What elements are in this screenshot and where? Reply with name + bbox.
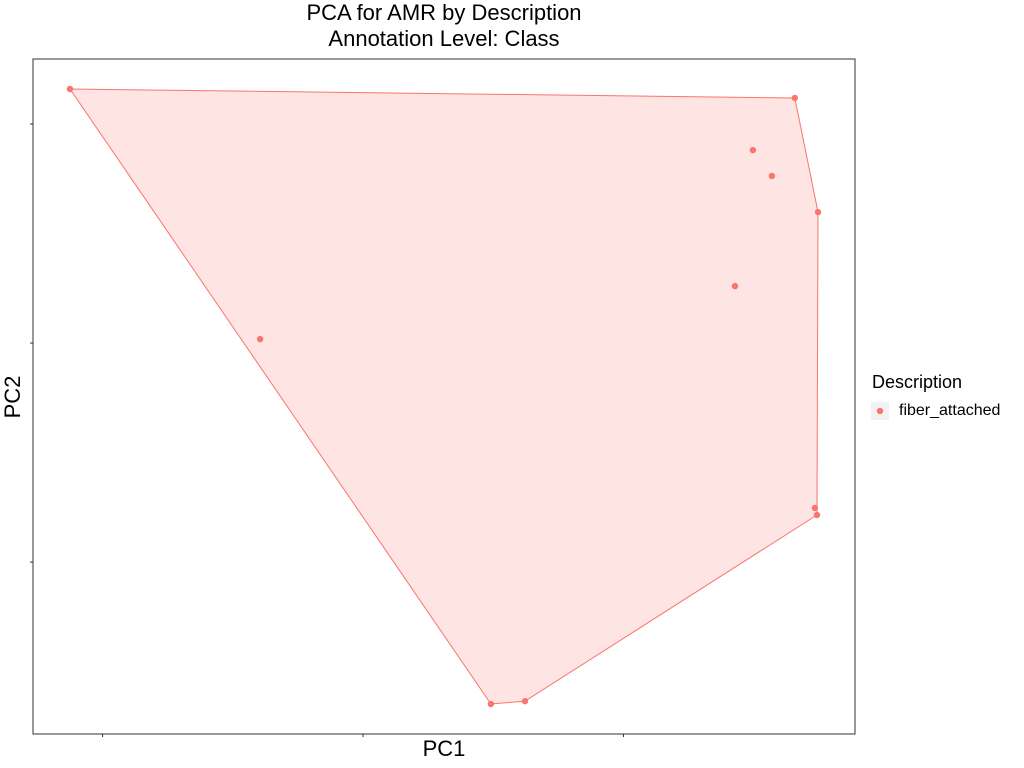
point	[791, 94, 799, 102]
legend-label: fiber_attached	[899, 402, 1000, 419]
point	[811, 504, 819, 512]
plot-border	[32, 58, 856, 735]
x-axis-label: PC1	[423, 736, 466, 761]
point	[256, 335, 264, 343]
point	[768, 172, 776, 180]
y-axis-label: PC2	[0, 376, 25, 419]
point	[749, 146, 757, 154]
point	[731, 282, 739, 290]
point	[813, 511, 821, 519]
hull	[69, 88, 819, 705]
legend-marker	[876, 407, 884, 415]
chart-subtitle: Annotation Level: Class	[328, 26, 559, 51]
point	[814, 208, 822, 216]
legend-title: Description	[872, 372, 962, 392]
point	[521, 697, 529, 705]
point	[487, 700, 495, 708]
point	[66, 85, 74, 93]
chart-title: PCA for AMR by Description	[306, 0, 581, 25]
